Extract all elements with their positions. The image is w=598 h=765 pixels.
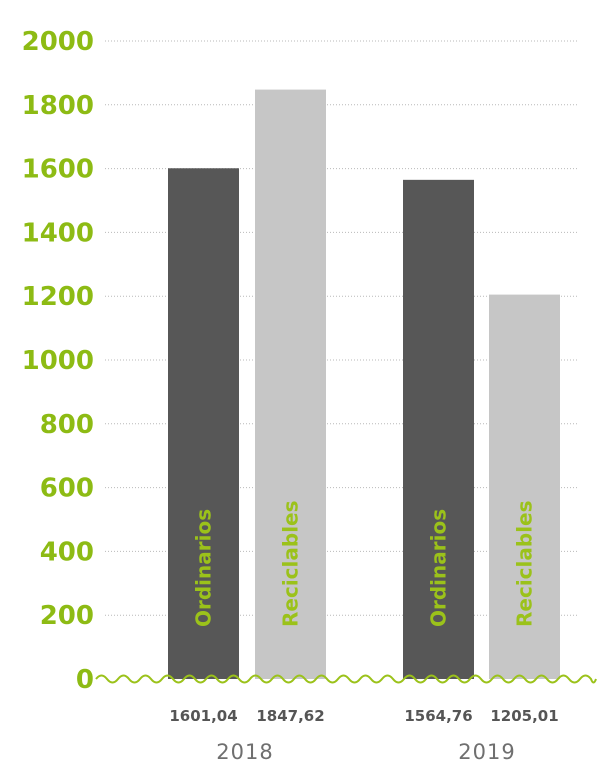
bar-value-label: 1601,04 bbox=[169, 707, 237, 725]
y-tick-label-400: 400 bbox=[40, 537, 94, 567]
bars bbox=[168, 89, 560, 679]
bar-category-label: Ordinarios bbox=[192, 509, 216, 627]
bar-value-label: 1564,76 bbox=[404, 707, 472, 725]
y-tick-label-1600: 1600 bbox=[22, 155, 94, 185]
y-axis-ticks: 0 200 400 600 800 1000 1200 1400 1600 1800 2000 bbox=[22, 27, 94, 695]
baseline-wave bbox=[95, 674, 597, 684]
y-tick-label-1400: 1400 bbox=[22, 218, 94, 248]
bar-2019-ordinarios bbox=[403, 179, 474, 679]
y-tick-label-800: 800 bbox=[40, 410, 94, 440]
bar-category-label: Ordinarios bbox=[427, 509, 451, 627]
bar-value-label: 1205,01 bbox=[490, 707, 558, 725]
y-tick-label-1000: 1000 bbox=[22, 346, 94, 376]
bar-2018-ordinarios bbox=[168, 168, 239, 679]
labels: Ordinarios 1601,04 Reciclables 1847,62 2018 O… bbox=[169, 500, 558, 764]
bar-category-label: Reciclables bbox=[279, 500, 303, 627]
year-label-2019: 2019 bbox=[458, 740, 515, 764]
bar-value-label: 1847,62 bbox=[256, 707, 324, 725]
y-tick-label-0: 0 bbox=[76, 665, 94, 695]
y-tick-label-1200: 1200 bbox=[22, 282, 94, 312]
y-tick-label-2000: 2000 bbox=[22, 27, 94, 57]
year-label-2018: 2018 bbox=[216, 740, 273, 764]
y-tick-label-600: 600 bbox=[40, 474, 94, 504]
y-tick-label-200: 200 bbox=[40, 601, 94, 631]
bar-2019-reciclables bbox=[489, 294, 560, 679]
bar-2018-reciclables bbox=[255, 89, 326, 679]
bar-category-label: Reciclables bbox=[513, 500, 537, 627]
y-tick-label-1800: 1800 bbox=[22, 91, 94, 121]
